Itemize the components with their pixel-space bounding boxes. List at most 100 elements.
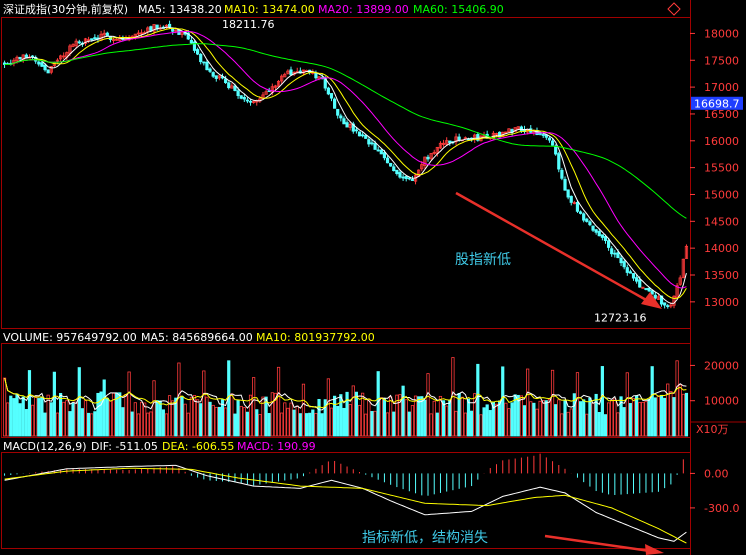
volume-bar (167, 395, 172, 437)
volume-bar (280, 412, 284, 437)
price-tick-label: 15500 (704, 162, 739, 175)
volume-bar (631, 397, 636, 437)
candle-body (382, 152, 387, 159)
candle-body (578, 211, 583, 214)
volume-bar (118, 392, 122, 437)
candle-body (401, 176, 405, 179)
candle-body (43, 64, 47, 71)
volume-bar (522, 405, 527, 437)
volume-bar (21, 396, 25, 437)
candle-body (367, 139, 371, 145)
volume-bar (301, 383, 306, 437)
candle-body (631, 273, 636, 279)
volume-bar (482, 407, 486, 437)
volume-bar (507, 408, 511, 437)
candle-body (426, 156, 430, 160)
volume-bar (37, 398, 41, 437)
current-price-tag: 16698.7 (691, 96, 743, 110)
candle-body (438, 142, 443, 149)
candle-body (227, 82, 231, 89)
volume-bar (326, 378, 330, 437)
candle-body (504, 131, 508, 134)
volume-unit-label: X10万 (696, 423, 729, 436)
candle-body (245, 99, 250, 102)
volume-label: VOLUME: 957649792.00 (3, 331, 137, 344)
corner-icon[interactable] (667, 2, 681, 16)
candle-body (71, 44, 75, 47)
volume-bar (196, 399, 200, 437)
volume-bar (588, 397, 592, 437)
volume-bar (15, 393, 19, 437)
volume-ma10-line (4, 377, 687, 409)
volume-bar (252, 377, 256, 437)
volume-bar (373, 410, 377, 437)
macd-arrow (544, 534, 664, 555)
volume-bar (597, 412, 601, 437)
candle-body (644, 288, 648, 290)
volume-bar (336, 405, 340, 437)
volume-bar (526, 368, 530, 437)
candle-body (619, 257, 623, 264)
macd-axis: 0.00 -300.0 (690, 467, 739, 515)
candle-body (286, 70, 290, 74)
volume-bar (488, 410, 492, 437)
volume-bar (429, 413, 433, 437)
volume-bar (224, 407, 228, 437)
volume-bar (435, 412, 439, 437)
candle-body (666, 305, 670, 308)
candle-body (139, 32, 144, 35)
volume-bar (684, 392, 689, 437)
volume-bar (354, 391, 358, 437)
candle-body (357, 131, 362, 137)
candle-body (420, 164, 424, 170)
volume-bar (594, 393, 598, 437)
volume-bar (470, 410, 474, 437)
volume-bar (329, 407, 334, 437)
candle-body (273, 85, 278, 88)
volume-bar (398, 394, 402, 437)
volume-bar (248, 394, 253, 437)
volume-bar (258, 414, 262, 437)
candle-body (149, 26, 153, 31)
ma10-label: MA10: 13474.00 (224, 3, 315, 16)
volume-bar (289, 402, 293, 437)
candle-body (214, 75, 218, 79)
volume-bar (516, 394, 520, 437)
candle-body (603, 236, 608, 241)
candle-body (379, 149, 383, 155)
volume-bar (659, 394, 664, 437)
candle-body (653, 294, 657, 299)
volume-bar (68, 411, 72, 437)
candle-body (136, 32, 141, 35)
candle-body (364, 135, 368, 139)
volume-bar (208, 401, 212, 437)
volume-bar (214, 406, 218, 437)
volume-bar (557, 399, 561, 437)
candle-body (230, 85, 234, 89)
volume-bar (139, 401, 144, 437)
candle-body (591, 225, 595, 231)
volume-bar (504, 402, 508, 437)
price-tick-label: 17500 (704, 54, 739, 67)
volume-bar (267, 413, 271, 437)
candle-body (635, 277, 639, 282)
price-tick-label: 13000 (704, 296, 739, 309)
volume-bar (361, 392, 365, 437)
volume-bar (401, 385, 405, 437)
volume-bar (65, 400, 69, 437)
candle-body (476, 134, 480, 141)
volume-bar (498, 400, 502, 437)
volume-bar (407, 411, 411, 437)
volume-bar (183, 403, 187, 437)
volume-bar (625, 372, 629, 437)
candle-body (407, 177, 411, 180)
price-tick-label: 13500 (704, 269, 739, 282)
candle-body (236, 90, 240, 96)
candle-body (59, 55, 63, 60)
candle-body (404, 176, 408, 179)
candle-body (647, 287, 651, 292)
volume-bar (276, 366, 281, 437)
candle-body (192, 41, 197, 51)
candle-body (15, 56, 19, 61)
candle-body (354, 129, 358, 132)
